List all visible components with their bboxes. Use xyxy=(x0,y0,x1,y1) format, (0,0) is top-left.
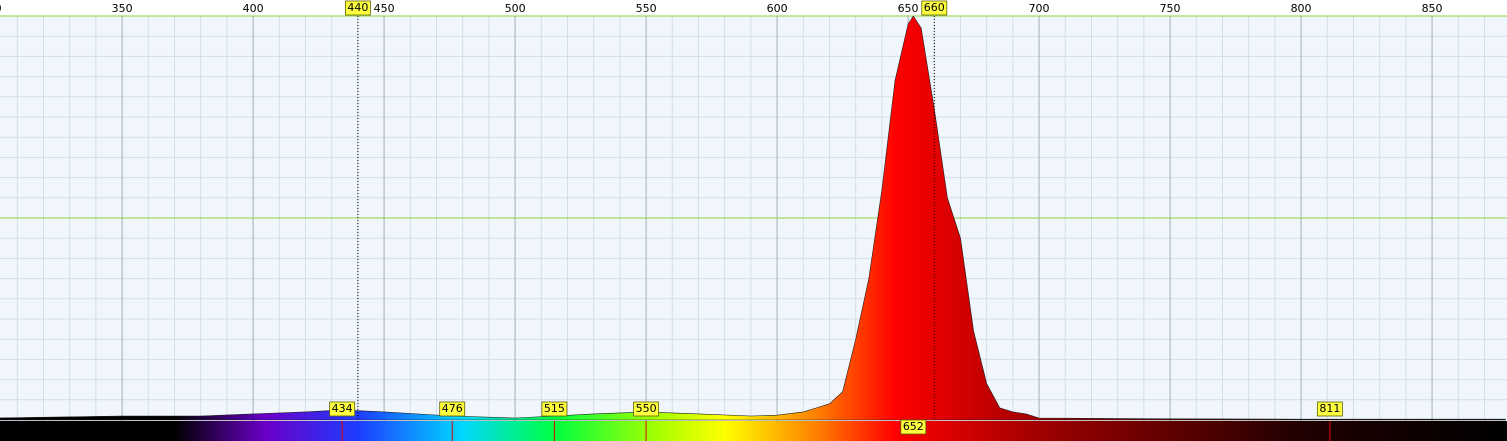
x-tick-label: 300 xyxy=(0,2,2,15)
x-tick-label: 600 xyxy=(767,2,788,15)
peak-label-text: 515 xyxy=(544,402,565,415)
peak-label: 434 xyxy=(329,401,356,417)
cursor-label-text: 440 xyxy=(347,1,368,14)
x-tick-label: 800 xyxy=(1291,2,1312,15)
peak-label: 811 xyxy=(1316,401,1343,417)
peak-label-text: 811 xyxy=(1319,402,1340,415)
peak-label-text: 476 xyxy=(442,402,463,415)
cursor-label-box xyxy=(344,0,371,16)
peak-label-text: 550 xyxy=(636,402,657,415)
x-tick-label: 750 xyxy=(1160,2,1181,15)
axis-strip xyxy=(0,0,1507,16)
cursor-label-box xyxy=(921,0,948,16)
peak-label: 652 xyxy=(900,419,927,435)
spectrum-area xyxy=(0,15,1506,421)
peak-label: 515 xyxy=(541,401,568,417)
peak-label-box xyxy=(439,401,466,417)
cursor-label: 660 xyxy=(921,0,948,16)
peak-label-box xyxy=(1316,401,1343,417)
x-tick-label: 700 xyxy=(1029,2,1050,15)
x-tick-label: 500 xyxy=(505,2,526,15)
cursor-label-text: 660 xyxy=(924,1,945,14)
spectrum-bar xyxy=(0,421,1507,441)
peak-label-box xyxy=(633,401,659,417)
x-tick-label: 400 xyxy=(243,2,264,15)
peak-label: 476 xyxy=(439,401,466,417)
peak-label: 550 xyxy=(633,401,659,417)
x-tick-label: 850 xyxy=(1422,2,1443,15)
x-tick-label: 450 xyxy=(374,2,395,15)
peak-label-text: 652 xyxy=(903,420,924,433)
peak-label-box xyxy=(900,419,927,435)
x-tick-label: 350 xyxy=(112,2,133,15)
peak-label-text: 434 xyxy=(332,402,353,415)
peak-label-box xyxy=(329,401,356,417)
x-tick-label: 550 xyxy=(636,2,657,15)
x-tick-label: 650 xyxy=(898,2,919,15)
cursor-label: 440 xyxy=(344,0,371,16)
peak-label-box xyxy=(541,401,568,417)
